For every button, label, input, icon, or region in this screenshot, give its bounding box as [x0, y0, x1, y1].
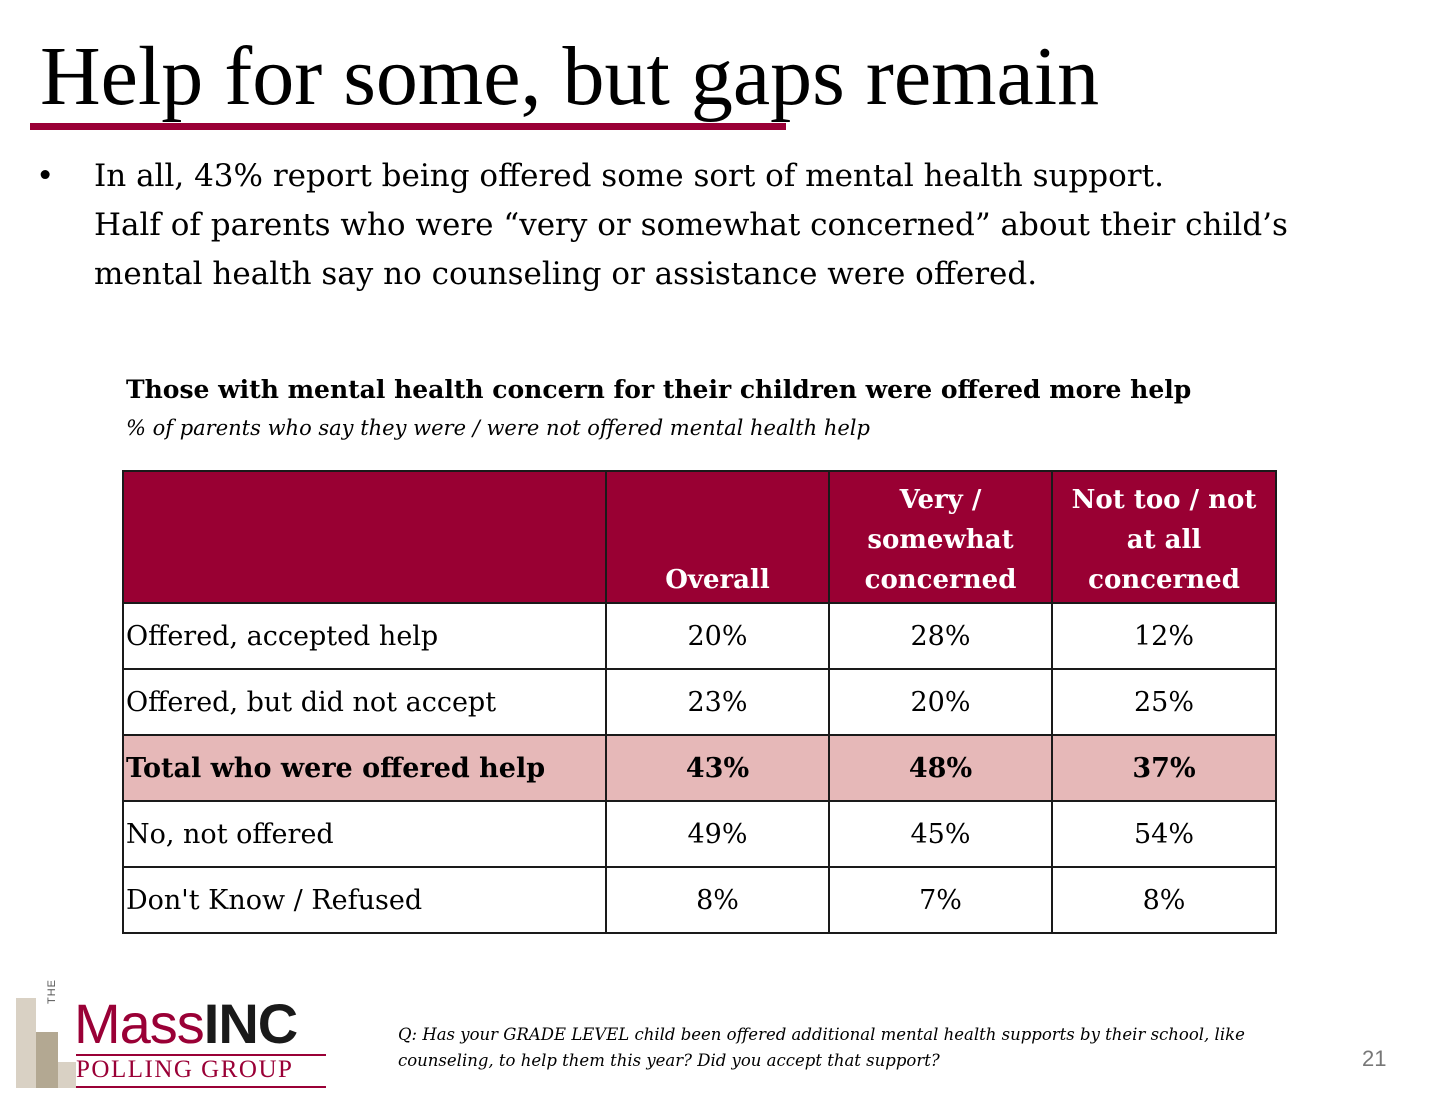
table-row: Don't Know / Refused 8% 7% 8%: [122, 866, 1277, 934]
logo-polling-text: POLLING GROUP: [76, 1056, 294, 1083]
massinc-logo: THE MassINC POLLING GROUP: [16, 979, 326, 1090]
cell-overall: 8%: [605, 866, 830, 934]
header-cell-overall: Overall: [605, 470, 830, 604]
table-row: Offered, but did not accept 23% 20% 25%: [122, 668, 1277, 736]
title-underline: [30, 123, 786, 130]
row-label: Offered, but did not accept: [122, 668, 607, 736]
cell-not-too: 37%: [1051, 734, 1277, 802]
cell-not-too: 12%: [1051, 602, 1277, 670]
logo-mass-text: Mass: [74, 992, 205, 1055]
question-footnote: Q: Has your GRADE LEVEL child been offer…: [398, 1025, 1245, 1070]
row-label: Don't Know / Refused: [122, 866, 607, 934]
header-row: Overall Very / somewhat concerned Not to…: [122, 470, 1277, 604]
logo-rule: [76, 1054, 326, 1056]
slide-title: Help for some, but gaps remain: [40, 30, 1100, 123]
bullet-text: In all, 43% report being offered some so…: [94, 152, 1356, 299]
header-cell-very-somewhat-concerned: Very / somewhat concerned: [828, 470, 1053, 604]
chart-title: Those with mental health concern for the…: [126, 375, 1192, 404]
bullet-icon: •: [36, 158, 55, 194]
cell-not-too: 25%: [1051, 668, 1277, 736]
cell-very-somewhat: 28%: [828, 602, 1053, 670]
logo-the-text: THE: [46, 979, 58, 1004]
cell-very-somewhat: 45%: [828, 800, 1053, 868]
cell-overall: 23%: [605, 668, 830, 736]
cell-not-too: 54%: [1051, 800, 1277, 868]
cell-overall: 49%: [605, 800, 830, 868]
cell-very-somewhat: 20%: [828, 668, 1053, 736]
logo-rule: [76, 1086, 326, 1088]
table-row: Offered, accepted help 20% 28% 12%: [122, 602, 1277, 670]
logo-wordmark: MassINC: [74, 992, 298, 1056]
cell-very-somewhat: 7%: [828, 866, 1053, 934]
data-table: Overall Very / somewhat concerned Not to…: [122, 470, 1277, 934]
cell-very-somewhat: 48%: [828, 734, 1053, 802]
row-label: No, not offered: [122, 800, 607, 868]
bullet-line-1: In all, 43% report being offered some so…: [94, 158, 1164, 194]
page-number: 21: [1362, 1046, 1387, 1071]
logo-block: [36, 1032, 58, 1088]
chart-subtitle: % of parents who say they were / were no…: [126, 416, 870, 440]
header-cell-not-too-concerned: Not too / not at all concerned: [1051, 470, 1277, 604]
bullet-line-rest: Half of parents who were “very or somewh…: [94, 207, 1288, 292]
row-label: Total who were offered help: [122, 734, 607, 802]
table-row: No, not offered 49% 45% 54%: [122, 800, 1277, 868]
cell-not-too: 8%: [1051, 866, 1277, 934]
cell-overall: 43%: [605, 734, 830, 802]
cell-overall: 20%: [605, 602, 830, 670]
logo-block: [58, 1062, 76, 1088]
logo-block: [16, 998, 36, 1088]
row-label: Offered, accepted help: [122, 602, 607, 670]
logo-inc-text: INC: [203, 992, 298, 1055]
bullet-point: • In all, 43% report being offered some …: [36, 152, 1356, 299]
table-row-highlight: Total who were offered help 43% 48% 37%: [122, 734, 1277, 802]
header-cell-blank: [122, 470, 607, 604]
